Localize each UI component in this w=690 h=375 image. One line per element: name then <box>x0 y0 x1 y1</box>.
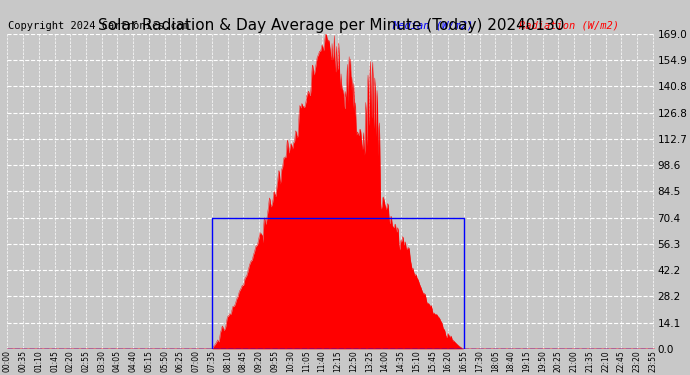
Title: Solar Radiation & Day Average per Minute (Today) 20240130: Solar Radiation & Day Average per Minute… <box>98 18 564 33</box>
Bar <box>212 217 464 349</box>
Text: Copyright 2024 Cartronics.com: Copyright 2024 Cartronics.com <box>8 21 189 31</box>
Text: Median (W/m2): Median (W/m2) <box>393 21 473 31</box>
Text: Radiation (W/m2): Radiation (W/m2) <box>519 21 619 31</box>
